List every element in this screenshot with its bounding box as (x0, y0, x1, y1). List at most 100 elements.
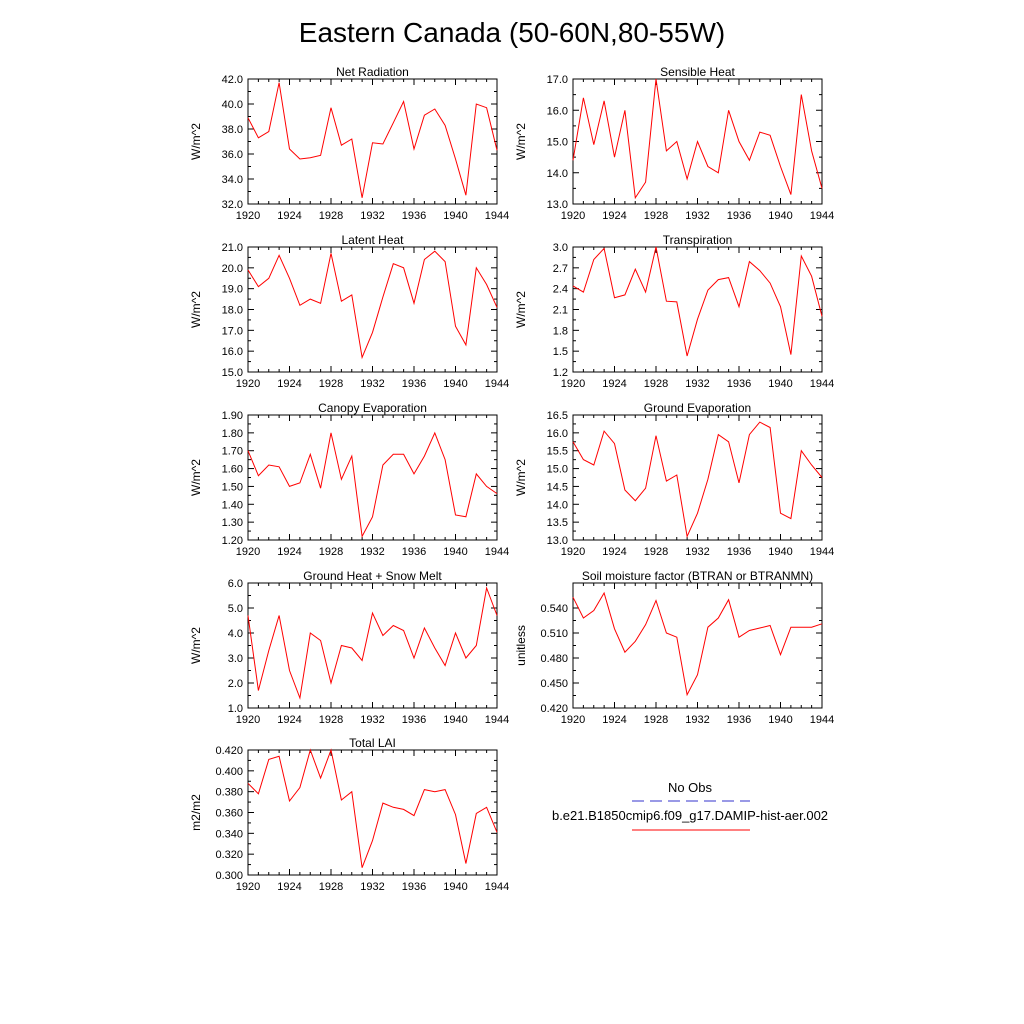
data-point (572, 597, 573, 598)
data-point (279, 255, 280, 256)
data-point (268, 278, 269, 279)
y-tick-label: 15.0 (222, 367, 243, 379)
x-tick-label: 1928 (319, 714, 343, 726)
y-tick-label: 5.0 (228, 603, 243, 615)
y-axis-label: W/m^2 (514, 123, 528, 160)
x-tick-label: 1944 (485, 881, 509, 893)
data-point (320, 303, 321, 304)
data-point (738, 482, 739, 483)
data-point (645, 488, 646, 489)
data-point (455, 632, 456, 633)
y-tick-label: 16.0 (222, 346, 243, 358)
y-tick-label: 36.0 (222, 149, 243, 161)
data-point (299, 305, 300, 306)
data-point (465, 863, 466, 864)
data-point (572, 285, 573, 286)
y-axis-label: W/m^2 (189, 123, 203, 160)
chart-panel: 1920 1924 1928 1932 1936 1940 1944 1.0 2.0 3.0 4.0… (189, 569, 509, 726)
data-point (697, 513, 698, 514)
x-tick-label: 1936 (727, 546, 751, 558)
data-point (258, 137, 259, 138)
chart-panel: 1920 1924 1928 1932 1936 1940 1944 32.0 34.0 36.0… (189, 65, 509, 222)
data-point (645, 624, 646, 625)
chart-panel: 1920 1924 1928 1932 1936 1940 1944 13.0 14.0 15.0… (514, 65, 834, 222)
x-tick-label: 1932 (685, 210, 709, 222)
data-point (593, 259, 594, 260)
data-point (289, 800, 290, 801)
x-tick-label: 1928 (319, 546, 343, 558)
data-point (299, 697, 300, 698)
data-point (455, 326, 456, 327)
data-point (604, 248, 605, 249)
data-point (465, 657, 466, 658)
data-point (718, 617, 719, 618)
y-tick-label: 18.0 (222, 305, 243, 317)
x-tick-label: 1928 (319, 210, 343, 222)
data-point (465, 344, 466, 345)
data-point (247, 117, 248, 118)
data-point (382, 464, 383, 465)
y-tick-label: 1.2 (553, 367, 568, 379)
data-point (770, 135, 771, 136)
x-tick-label: 1920 (236, 881, 260, 893)
y-tick-label: 0.360 (215, 808, 243, 820)
x-tick-label: 1940 (443, 714, 467, 726)
data-point (697, 141, 698, 142)
data-point (289, 148, 290, 149)
data-point (790, 627, 791, 628)
x-tick-label: 1932 (360, 210, 384, 222)
x-tick-label: 1932 (360, 714, 384, 726)
data-point (749, 630, 750, 631)
data-point (247, 269, 248, 270)
data-point (821, 316, 822, 317)
data-point (393, 625, 394, 626)
data-point (330, 682, 331, 683)
series-line (572, 421, 823, 539)
data-point (790, 354, 791, 355)
y-tick-label: 14.0 (547, 168, 568, 180)
data-point (738, 141, 739, 142)
data-point (351, 791, 352, 792)
data-point (707, 289, 708, 290)
x-tick-label: 1940 (768, 210, 792, 222)
data-point (476, 813, 477, 814)
y-tick-label: 3.0 (228, 653, 243, 665)
data-point (593, 464, 594, 465)
y-tick-label: 14.5 (547, 481, 568, 493)
y-axis-label: W/m^2 (514, 459, 528, 496)
chart-panel: 1920 1924 1928 1932 1936 1940 1944 1.2 1.5 1.8 2.1… (514, 233, 834, 390)
data-point (728, 599, 729, 600)
data-point (718, 434, 719, 435)
data-point (279, 466, 280, 467)
data-point (299, 482, 300, 483)
x-tick-label: 1920 (561, 378, 585, 390)
data-point (393, 454, 394, 455)
data-point (707, 627, 708, 628)
data-point (424, 115, 425, 116)
data-point (258, 690, 259, 691)
data-point (593, 610, 594, 611)
data-point (424, 259, 425, 260)
data-point (496, 832, 497, 833)
data-point (790, 194, 791, 195)
data-point (811, 276, 812, 277)
data-point (635, 500, 636, 501)
data-point (624, 652, 625, 653)
data-point (655, 435, 656, 436)
y-tick-label: 0.420 (215, 745, 243, 757)
y-axis-label: W/m^2 (189, 459, 203, 496)
data-point (424, 455, 425, 456)
data-point (770, 625, 771, 626)
x-tick-label: 1932 (360, 881, 384, 893)
data-point (614, 157, 615, 158)
data-point (666, 301, 667, 302)
data-point (486, 284, 487, 285)
y-tick-label: 0.480 (540, 653, 568, 665)
data-point (413, 657, 414, 658)
data-point (635, 197, 636, 198)
y-tick-label: 0.400 (215, 766, 243, 778)
x-tick-label: 1920 (236, 714, 260, 726)
data-point (279, 615, 280, 616)
data-point (604, 592, 605, 593)
x-tick-label: 1940 (768, 378, 792, 390)
